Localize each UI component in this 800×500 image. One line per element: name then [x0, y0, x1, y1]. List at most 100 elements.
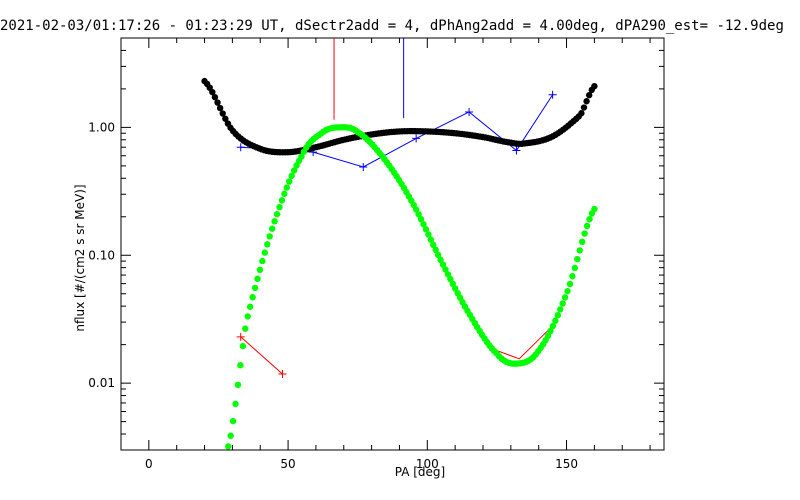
data-point: [249, 294, 256, 301]
series-6: [225, 124, 598, 450]
data-point: [569, 273, 576, 280]
y-axis-ticks: 0.01 0.10 1.00: [88, 37, 664, 451]
data-point: [237, 362, 244, 369]
data-point: [412, 134, 421, 143]
data-point: [209, 88, 216, 96]
y-tick-label: 1.00: [88, 120, 115, 134]
data-point: [211, 93, 219, 101]
data-point: [444, 271, 452, 278]
data-point: [447, 275, 454, 283]
data-point: [276, 203, 283, 211]
data-point: [261, 249, 269, 256]
data-point: [216, 104, 224, 112]
data-point: [417, 215, 425, 223]
data-point: [430, 241, 437, 249]
data-point: [585, 91, 593, 99]
data-point: [437, 256, 444, 264]
data-point: [557, 306, 564, 313]
data-point: [239, 342, 247, 350]
data-point: [273, 210, 281, 218]
data-point: [259, 257, 266, 265]
data-point: [547, 327, 554, 335]
chart-title: 2021-02-03/01:17:26 - 01:23:29 UT, dSect…: [0, 18, 784, 34]
data-point: [420, 221, 427, 228]
x-tick-label: 150: [555, 457, 578, 471]
data-point: [242, 325, 249, 332]
data-point: [298, 153, 305, 160]
data-point: [548, 90, 557, 99]
data-point: [549, 322, 557, 330]
data-point: [264, 241, 271, 248]
data-point: [559, 300, 566, 307]
data-point: [512, 146, 521, 155]
data-point: [581, 230, 588, 237]
data-point: [290, 167, 298, 174]
data-point: [246, 303, 254, 310]
data-point: [554, 311, 561, 319]
data-point: [278, 197, 286, 204]
x-tick-label: 100: [416, 457, 439, 471]
data-point: [564, 287, 571, 295]
data-point: [256, 266, 264, 274]
y-tick-label: 0.01: [88, 376, 115, 390]
data-point: [425, 231, 432, 238]
data-point: [571, 264, 579, 272]
series-line: [240, 336, 283, 375]
data-point: [583, 98, 590, 105]
data-point: [434, 251, 442, 259]
data-point: [232, 400, 239, 408]
y-tick-label: 0.10: [88, 248, 115, 262]
x-tick-label: 50: [280, 457, 295, 471]
y-axis-label: nflux [#/(cm2 s sr MeV)]: [73, 184, 87, 332]
data-point: [359, 162, 368, 171]
data-point: [578, 110, 585, 117]
data-point: [214, 99, 221, 106]
data-point: [442, 266, 449, 273]
data-point: [281, 190, 288, 198]
data-point: [544, 332, 552, 339]
data-point: [566, 280, 574, 288]
x-axis-label: PA [deg]: [394, 465, 446, 479]
data-point: [236, 143, 245, 152]
data-point: [286, 178, 293, 185]
data-point: [222, 115, 229, 122]
data-point: [219, 110, 226, 117]
data-point: [583, 222, 591, 230]
data-point: [271, 218, 278, 225]
x-axis-ticks: 0 50 100 150: [120, 38, 651, 471]
data-point: [234, 381, 242, 389]
data-point: [422, 226, 430, 233]
data-point: [432, 246, 439, 254]
data-point: [236, 332, 245, 341]
data-point: [266, 233, 273, 240]
data-point: [251, 284, 259, 292]
data-point: [229, 417, 237, 425]
data-point: [591, 205, 598, 213]
data-point: [225, 443, 232, 450]
data-point: [278, 369, 287, 378]
data-point: [586, 215, 593, 223]
data-point: [578, 238, 586, 246]
data-point: [283, 184, 290, 191]
x-tick-label: 0: [145, 457, 153, 471]
data-point: [552, 317, 559, 324]
data-point: [254, 275, 261, 282]
data-point: [591, 82, 598, 90]
data-point: [465, 107, 474, 116]
data-point: [427, 236, 435, 243]
data-point: [576, 247, 583, 254]
series-5: [201, 77, 598, 156]
data-point: [244, 313, 251, 320]
series-layer: [201, 38, 598, 450]
data-point: [561, 294, 569, 301]
data-point: [574, 255, 581, 263]
data-point: [268, 225, 276, 232]
data-point: [227, 432, 234, 439]
data-point: [449, 280, 456, 288]
data-point: [288, 172, 295, 180]
data-point: [412, 206, 420, 213]
series-2: [236, 332, 287, 378]
data-point: [415, 211, 422, 218]
data-point: [439, 261, 447, 268]
